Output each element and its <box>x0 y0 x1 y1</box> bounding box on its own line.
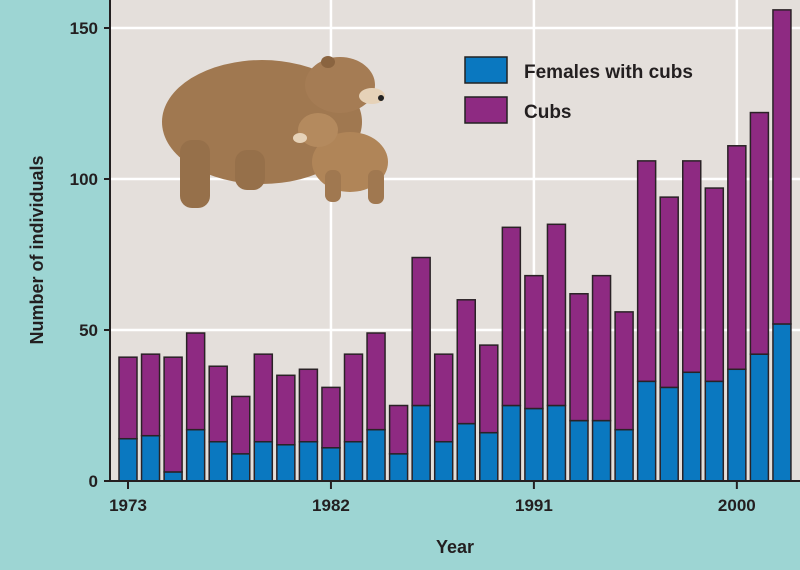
bar-cubs <box>636 160 657 383</box>
bar-cubs <box>253 353 274 443</box>
bar-females-with-cubs <box>479 431 499 482</box>
bar-cubs <box>772 9 792 325</box>
bar-cubs <box>456 299 476 425</box>
bear-illustration <box>162 56 388 208</box>
y-tick-label: 100 <box>70 170 98 189</box>
x-tick-label: 2000 <box>718 496 756 515</box>
bar-cubs <box>140 353 161 437</box>
bar-females-with-cubs <box>253 440 274 482</box>
x-tick-label: 1982 <box>312 496 350 515</box>
bar-females-with-cubs <box>388 453 409 482</box>
bar-females-with-cubs <box>636 380 657 482</box>
bar-females-with-cubs <box>298 440 319 482</box>
bar-females-with-cubs <box>749 353 770 482</box>
y-axis-title: Number of individuals <box>27 155 47 344</box>
bar-females-with-cubs <box>614 428 634 482</box>
bar-cubs <box>479 344 499 434</box>
x-tick-label: 1991 <box>515 496 553 515</box>
bar-cubs <box>682 160 702 374</box>
bar-females-with-cubs <box>231 453 251 482</box>
bar-cubs <box>185 332 206 431</box>
bar-cubs <box>118 356 138 440</box>
bar-females-with-cubs <box>682 371 702 482</box>
bar-cubs <box>231 395 251 455</box>
bar-cubs <box>276 374 296 446</box>
bar-females-with-cubs <box>321 447 341 482</box>
legend: Females with cubs Cubs <box>464 56 693 124</box>
bar-cubs <box>321 386 341 449</box>
bar-females-with-cubs <box>140 434 161 482</box>
bar-females-with-cubs <box>411 404 431 482</box>
bar-cubs <box>659 196 679 389</box>
bar-females-with-cubs <box>208 440 228 482</box>
bar-cubs <box>163 356 183 473</box>
legend-swatch-cubs <box>464 96 508 124</box>
bar-cubs <box>343 353 364 443</box>
bar-cubs <box>501 226 522 407</box>
bar-females-with-cubs <box>163 471 183 482</box>
bar-cubs <box>727 145 747 371</box>
bar-females-with-cubs <box>276 444 296 482</box>
y-tick-label: 150 <box>70 19 98 38</box>
bar-cubs <box>524 274 544 410</box>
bar-females-with-cubs <box>772 323 792 482</box>
bar-females-with-cubs <box>433 440 454 482</box>
bar-females-with-cubs <box>591 419 612 482</box>
bar-females-with-cubs <box>727 368 747 482</box>
bar-cubs <box>366 332 386 431</box>
bar-females-with-cubs <box>118 437 138 482</box>
bar-cubs <box>411 256 431 407</box>
bar-females-with-cubs <box>659 386 679 482</box>
x-tick-label: 1973 <box>109 496 147 515</box>
bar-females-with-cubs <box>343 440 364 482</box>
bar-cubs <box>749 111 770 355</box>
bar-cubs <box>298 368 319 443</box>
bar-females-with-cubs <box>501 404 522 482</box>
bar-females-with-cubs <box>524 407 544 482</box>
legend-label-cubs: Cubs <box>524 102 572 123</box>
bar-females-with-cubs <box>704 380 725 482</box>
legend-label-females: Females with cubs <box>524 62 693 83</box>
legend-swatch-females <box>464 56 508 84</box>
x-axis-title: Year <box>436 537 474 557</box>
bar-females-with-cubs <box>456 422 476 482</box>
bar-cubs <box>433 353 454 443</box>
bar-females-with-cubs <box>366 428 386 482</box>
bar-cubs <box>704 187 725 383</box>
y-tick-label: 0 <box>89 472 98 491</box>
bar-cubs <box>546 223 567 407</box>
bar-cubs <box>208 365 228 443</box>
bar-cubs <box>569 293 589 422</box>
bar-cubs <box>591 274 612 422</box>
bar-females-with-cubs <box>569 419 589 482</box>
y-tick-label: 50 <box>79 321 98 340</box>
bar-cubs <box>614 311 634 431</box>
bar-cubs <box>388 404 409 455</box>
bar-females-with-cubs <box>546 404 567 482</box>
bar-females-with-cubs <box>185 428 206 482</box>
